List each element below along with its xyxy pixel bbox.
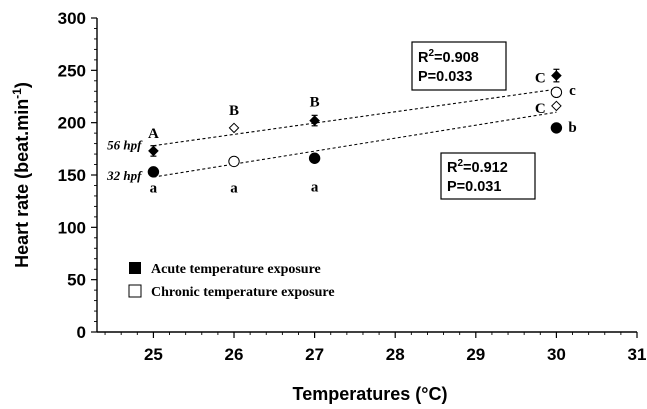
trendlines xyxy=(153,88,557,178)
x-axis-title: Temperatures (°C) xyxy=(293,384,448,404)
chronic-circle-point xyxy=(228,155,240,168)
stat-p-lower: P=0.031 xyxy=(447,179,501,195)
significance-letter: a xyxy=(150,181,158,197)
legend-filled-marker xyxy=(129,262,141,274)
significance-letter: c xyxy=(569,83,576,99)
group-label: 32 hpf xyxy=(106,168,143,183)
y-tick-label: 0 xyxy=(77,323,86,342)
y-tick-label: 100 xyxy=(58,218,86,237)
significance-letter: a xyxy=(230,181,238,197)
y-tick-label: 250 xyxy=(58,61,86,80)
significance-letter: A xyxy=(148,126,159,142)
significance-letters: A B B CCc b a a a xyxy=(148,71,577,197)
x-tick-label: 29 xyxy=(466,345,485,364)
acute-circle-point xyxy=(147,166,160,178)
data-points xyxy=(147,68,563,178)
acute-diamond-point xyxy=(148,145,159,157)
legend-label-acute: Acute temperature exposure xyxy=(151,262,321,277)
group-labels: 56 hpf 32 hpf xyxy=(106,138,143,183)
acute-circle-point xyxy=(550,122,563,134)
y-tick-label: 200 xyxy=(58,114,86,133)
legend-label-chronic: Chronic temperature exposure xyxy=(151,285,335,300)
significance-letter: B xyxy=(310,95,320,111)
significance-letter: B xyxy=(229,103,239,119)
significance-letter: C xyxy=(535,71,546,87)
chronic-diamond-point xyxy=(228,122,240,134)
axis-ticks: 0 50 100 150 200 250 300 25 26 27 28 29 30 31 xyxy=(58,9,647,364)
y-tick-label: 50 xyxy=(67,271,86,290)
significance-letter: a xyxy=(311,180,319,196)
x-tick-label: 28 xyxy=(386,345,405,364)
acute-diamond-point xyxy=(309,115,320,126)
stat-p-upper: P=0.033 xyxy=(418,69,472,85)
acute-circle-point xyxy=(308,152,321,164)
trendline xyxy=(153,88,557,147)
chronic-circle-point xyxy=(550,86,563,99)
stat-box-lower: R2=0.912 P=0.031 xyxy=(440,152,536,200)
chronic-diamond-point xyxy=(551,100,562,112)
legend-open-marker xyxy=(128,284,142,298)
stat-r2-upper: R2=0.908 xyxy=(418,48,479,66)
acute-diamond-point xyxy=(551,70,562,81)
significance-letter: C xyxy=(535,101,546,117)
stat-box-upper: R2=0.908 P=0.033 xyxy=(411,41,507,91)
x-tick-label: 30 xyxy=(547,345,566,364)
significance-letter: b xyxy=(568,120,576,136)
x-tick-label: 25 xyxy=(144,345,163,364)
group-label: 56 hpf xyxy=(107,138,143,153)
y-tick-label: 300 xyxy=(58,9,86,28)
y-tick-label: 150 xyxy=(58,166,86,185)
x-tick-label: 31 xyxy=(628,345,647,364)
stat-r2-lower: R2=0.912 xyxy=(447,158,508,176)
trendline xyxy=(153,111,557,178)
y-axis-title: Heart rate (beat.min-1) xyxy=(10,82,32,268)
x-tick-label: 27 xyxy=(305,345,324,364)
legend: Acute temperature exposure Chronic tempe… xyxy=(128,262,335,300)
x-tick-label: 26 xyxy=(225,345,244,364)
